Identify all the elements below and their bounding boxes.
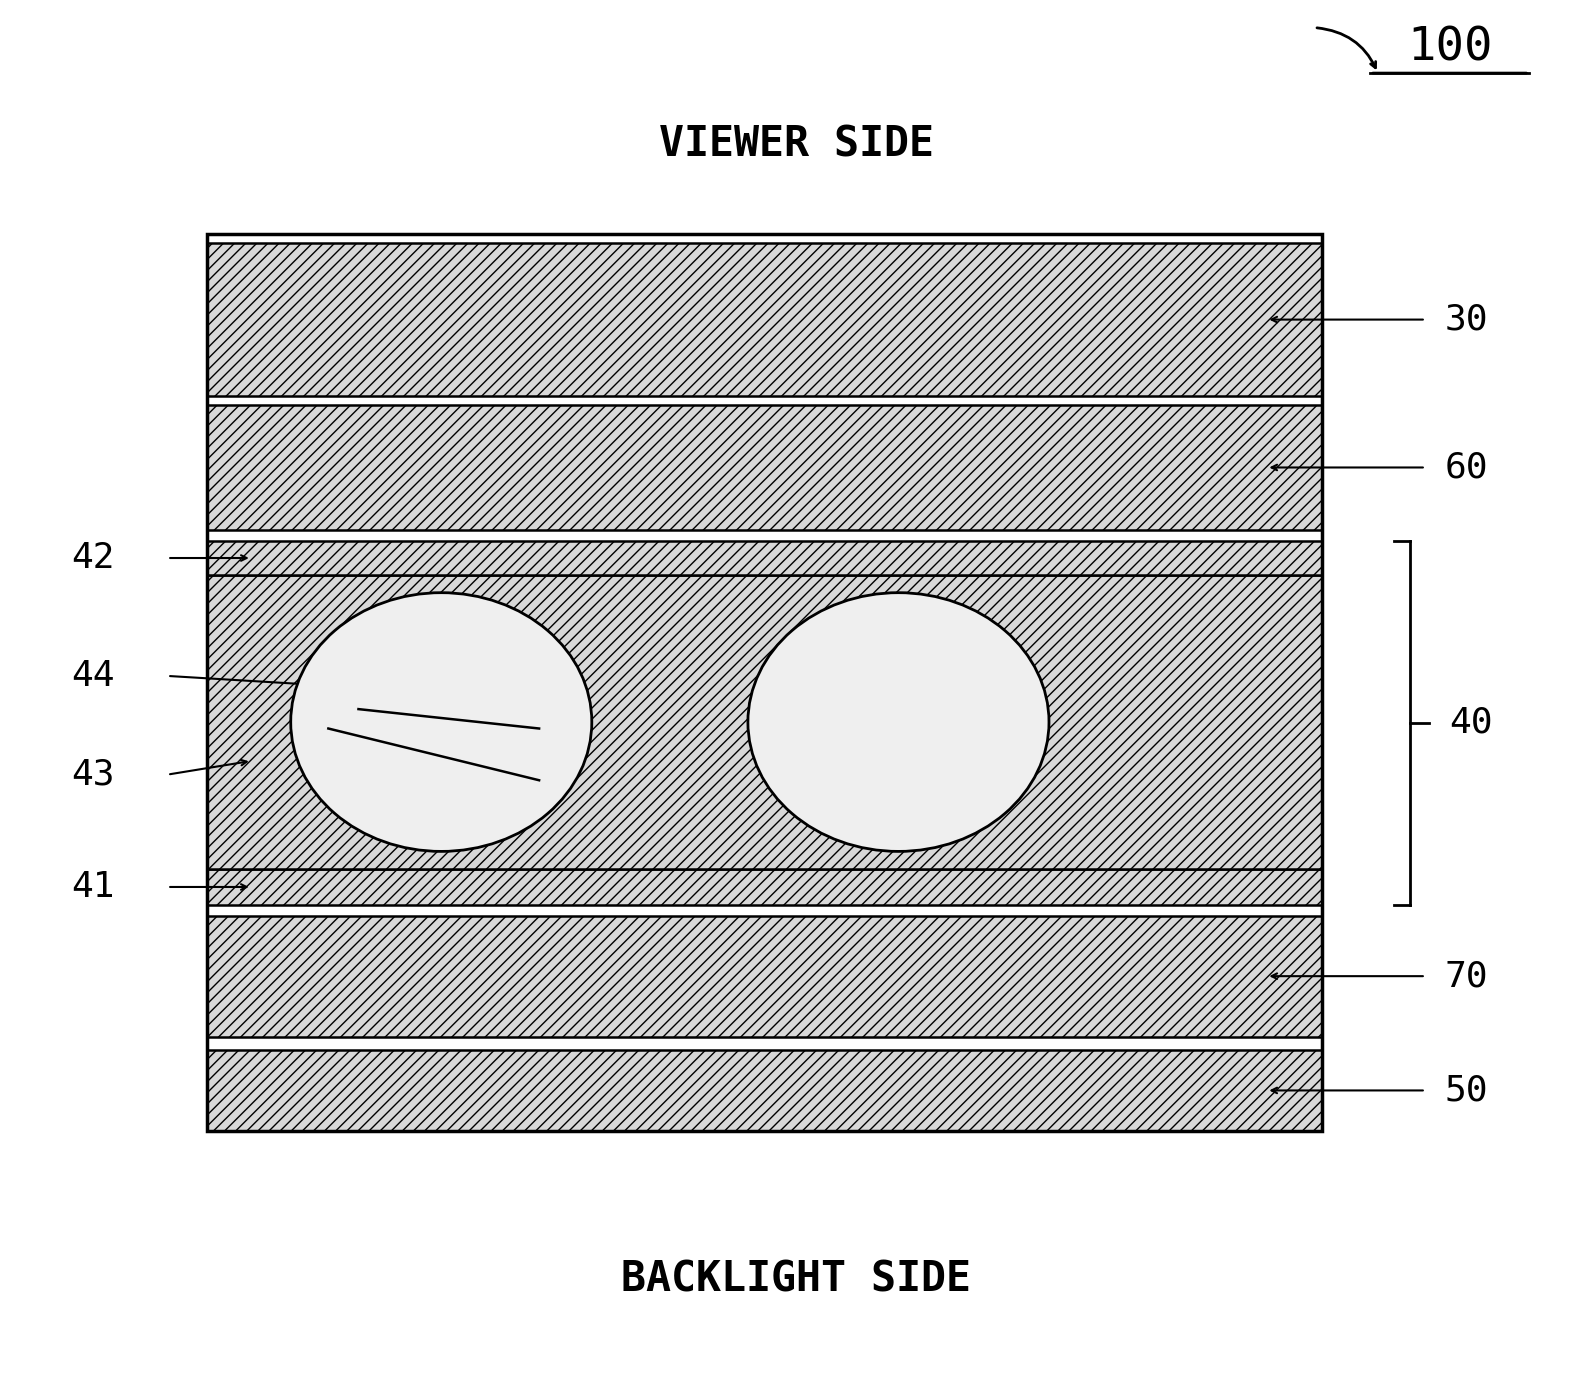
Bar <box>207 575 1322 869</box>
Bar <box>207 243 1322 396</box>
Text: 30: 30 <box>1445 302 1488 336</box>
Bar <box>207 575 1322 869</box>
Bar <box>207 916 1322 1037</box>
Bar <box>207 541 1322 575</box>
Text: BACKLIGHT SIDE: BACKLIGHT SIDE <box>621 1259 972 1300</box>
Text: 60: 60 <box>1445 451 1488 484</box>
Text: 42: 42 <box>72 541 115 575</box>
Bar <box>207 243 1322 396</box>
Bar <box>207 234 1322 1131</box>
Bar <box>207 541 1322 575</box>
Text: 41: 41 <box>72 870 115 905</box>
Ellipse shape <box>290 593 593 851</box>
Bar <box>207 1051 1322 1131</box>
Text: 40: 40 <box>1450 706 1493 741</box>
Text: 44: 44 <box>72 659 115 692</box>
Bar <box>207 869 1322 905</box>
Bar <box>207 405 1322 530</box>
Text: 70: 70 <box>1445 960 1488 993</box>
Bar <box>207 869 1322 905</box>
Text: VIEWER SIDE: VIEWER SIDE <box>660 124 933 165</box>
Bar <box>207 405 1322 530</box>
Ellipse shape <box>749 593 1048 851</box>
Text: 50: 50 <box>1445 1073 1488 1107</box>
Text: 43: 43 <box>72 757 115 792</box>
Text: 100: 100 <box>1407 26 1493 70</box>
Bar <box>207 1051 1322 1131</box>
Bar <box>207 916 1322 1037</box>
